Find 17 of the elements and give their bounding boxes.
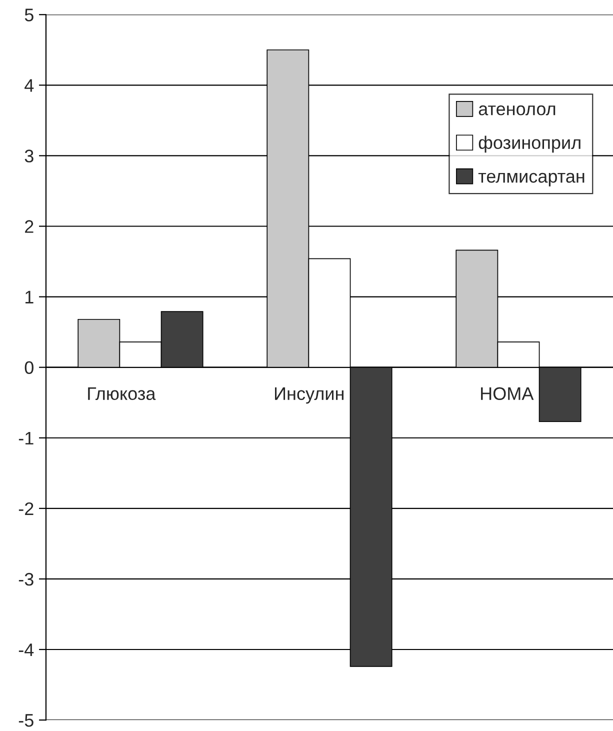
x-tick-label: Инсулин (275, 387, 344, 404)
x-tick-label: Глюкоза (88, 387, 156, 400)
legend-label: атенолол (478, 105, 556, 116)
y-tick-label: 1 (26, 290, 34, 304)
y-tick-label: 2 (25, 220, 34, 233)
x-tick-label: HOMA (481, 387, 534, 400)
y-tick-label: 3 (24, 150, 34, 162)
y-tick-label: 0 (24, 361, 34, 374)
y-tick-label: -2 (18, 502, 34, 515)
y-tick-label: 5 (24, 8, 34, 22)
y-tick-label: 4 (24, 79, 34, 92)
y-tick-label: -3 (18, 572, 34, 586)
y-tick-label: -4 (18, 644, 34, 656)
legend-label: фозиноприл (478, 136, 580, 153)
y-tick-label: -1 (18, 432, 34, 444)
legend-label: телмисартан (478, 172, 584, 186)
y-tick-label: -5 (18, 714, 34, 727)
